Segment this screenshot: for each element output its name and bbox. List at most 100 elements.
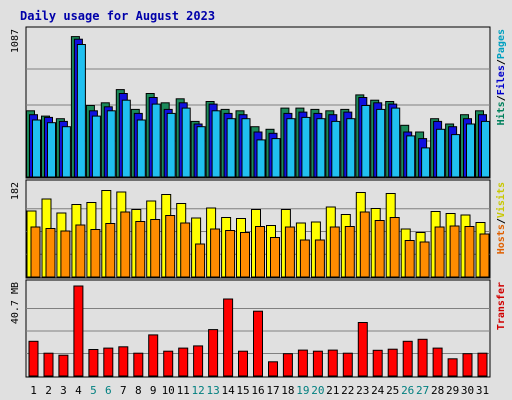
bar-hosts-18 <box>284 226 295 278</box>
bar-pages-19 <box>301 116 311 178</box>
bar-transfer-9 <box>148 334 159 377</box>
x-tick-label-26: 26 <box>401 384 414 397</box>
y-axis-label-part: / <box>496 95 507 101</box>
bar-pages-12 <box>196 126 206 178</box>
bar-hosts-31 <box>479 233 490 278</box>
bar-pages-5 <box>91 115 101 178</box>
bar-hosts-23 <box>359 211 370 278</box>
x-tick-label-20: 20 <box>311 384 324 397</box>
bar-transfer-30 <box>462 353 473 377</box>
y-max-tick-label: 1087 <box>10 29 21 53</box>
bar-transfer-7 <box>118 346 129 377</box>
x-tick-label-2: 2 <box>45 384 52 397</box>
bar-hosts-11 <box>180 222 191 278</box>
x-tick-label-14: 14 <box>221 384 235 397</box>
x-tick-labels: 1 2 3 4 5 6 7 8 9 10 11 12 13 14 15 16 17 18 19 20 21 22 23 24 2… <box>30 384 489 397</box>
x-tick-label-16: 16 <box>251 384 264 397</box>
bar-pages-2 <box>47 122 56 178</box>
x-tick-label-23: 23 <box>356 384 369 397</box>
y-axis-label: Hits/Files/Pages <box>495 29 507 125</box>
x-tick-label-3: 3 <box>60 384 67 397</box>
y-axis-label: Transfer <box>496 282 507 330</box>
bar-pages-31 <box>481 120 490 178</box>
y-axis-label-part: Visits <box>495 182 507 218</box>
x-tick-label-30: 30 <box>461 384 474 397</box>
bar-pages-9 <box>151 103 161 178</box>
bar-pages-18 <box>286 118 296 178</box>
x-tick-label-17: 17 <box>266 384 279 397</box>
bar-transfer-23 <box>357 322 368 377</box>
x-tick-label-1: 1 <box>30 384 37 397</box>
bar-hosts-6 <box>105 223 116 278</box>
bar-hosts-24 <box>374 220 385 278</box>
bar-pages-15 <box>241 118 251 178</box>
bar-transfer-5 <box>88 349 99 377</box>
bar-hosts-16 <box>255 226 265 278</box>
x-tick-label-9: 9 <box>150 384 157 397</box>
bar-pages-25 <box>391 107 401 178</box>
x-tick-label-28: 28 <box>431 384 444 397</box>
bar-pages-13 <box>211 110 221 178</box>
bar-transfer-21 <box>327 349 338 377</box>
bar-transfer-20 <box>312 350 323 377</box>
x-tick-label-6: 6 <box>105 384 112 397</box>
x-tick-label-31: 31 <box>476 384 489 397</box>
x-tick-label-10: 10 <box>162 384 175 397</box>
bar-hosts-8 <box>135 221 146 278</box>
bar-transfer-12 <box>193 345 204 377</box>
bar-transfer-17 <box>268 361 278 377</box>
x-tick-label-19: 19 <box>296 384 309 397</box>
bar-pages-22 <box>346 118 356 178</box>
bar-pages-14 <box>226 118 236 178</box>
x-tick-label-27: 27 <box>416 384 429 397</box>
bar-hosts-15 <box>240 232 250 278</box>
x-tick-label-11: 11 <box>177 384 190 397</box>
bar-hosts-28 <box>434 226 445 278</box>
bar-hosts-4 <box>75 224 86 278</box>
bar-transfer-13 <box>208 329 219 377</box>
series-transfer <box>28 285 488 377</box>
bar-transfer-28 <box>432 347 443 377</box>
bar-pages-23 <box>361 105 371 178</box>
bar-pages-27 <box>421 147 431 178</box>
bar-pages-1 <box>32 119 41 178</box>
y-axis-label-part: Pages <box>496 29 507 59</box>
bar-transfer-25 <box>387 348 398 377</box>
bar-pages-21 <box>331 120 341 178</box>
bar-transfer-1 <box>28 340 39 377</box>
bar-pages-17 <box>271 138 281 178</box>
y-axis-label-part: Transfer <box>496 282 507 330</box>
bar-hosts-1 <box>30 226 41 278</box>
x-tick-label-5: 5 <box>90 384 97 397</box>
bar-pages-16 <box>256 139 266 178</box>
bar-hosts-12 <box>195 243 206 278</box>
bar-transfer-14 <box>223 298 234 377</box>
bar-transfer-8 <box>133 352 144 377</box>
bar-hosts-19 <box>299 239 310 278</box>
x-tick-label-18: 18 <box>281 384 294 397</box>
panel-transfer: 40.7 MB Transfer <box>10 279 507 378</box>
bar-transfer-22 <box>342 352 353 377</box>
bar-hosts-2 <box>45 228 56 278</box>
bar-pages-30 <box>466 123 475 178</box>
chart-title: Daily usage for August 2023 <box>20 9 215 23</box>
y-axis-label-part: Hits <box>495 101 507 125</box>
bar-transfer-15 <box>238 350 248 377</box>
bar-transfer-4 <box>73 285 84 377</box>
bar-transfer-18 <box>282 353 293 377</box>
bar-hosts-5 <box>90 229 101 278</box>
bar-pages-8 <box>136 119 146 178</box>
bar-hosts-30 <box>464 226 475 278</box>
bar-hosts-14 <box>225 230 236 278</box>
bar-hosts-22 <box>344 226 355 278</box>
bar-pages-26 <box>406 135 416 178</box>
bar-pages-3 <box>61 126 71 178</box>
bar-transfer-11 <box>178 347 189 377</box>
bar-pages-29 <box>451 134 461 178</box>
bar-transfer-31 <box>477 352 488 377</box>
y-axis-label-part: / <box>496 59 507 65</box>
x-tick-label-12: 12 <box>191 384 204 397</box>
bar-pages-24 <box>376 108 386 178</box>
bar-pages-11 <box>181 107 191 178</box>
